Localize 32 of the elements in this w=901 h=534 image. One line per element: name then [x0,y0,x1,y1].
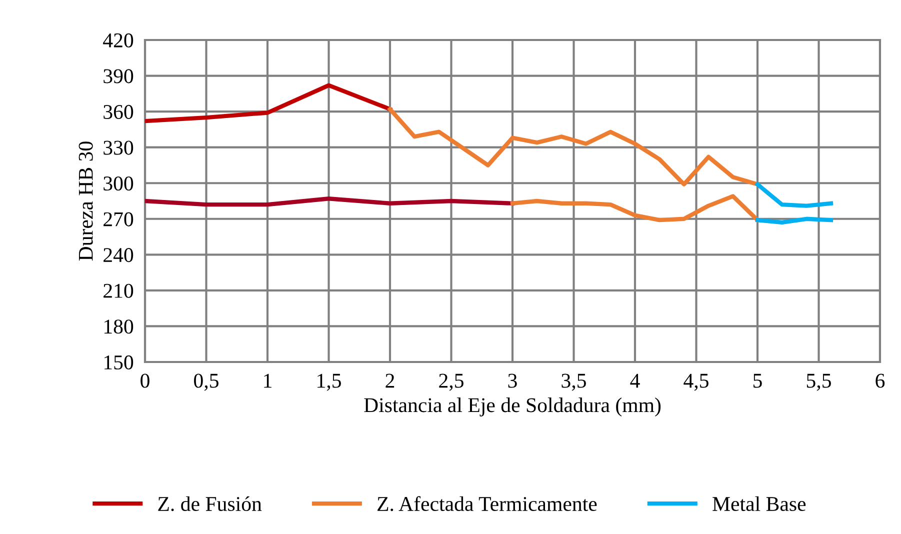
x-tick-label: 1 [264,374,272,388]
x-axis-title: Distancia al Eje de Soldadura (mm) [364,398,661,416]
y-tick-label: 150 [104,355,134,370]
line-series [755,182,834,208]
x-tick-label: 3,5 [562,374,586,391]
x-tick-label: 4,5 [684,374,708,391]
y-axis-title: Dureza HB 30 [78,142,93,261]
x-tick-label: 0 [140,374,150,388]
x-tick-label: 4 [630,374,640,388]
legend-label: Z. de Fusión [158,496,262,512]
legend-label: Metal Base [712,496,806,512]
y-tick-label: 390 [104,69,134,84]
line-series [388,107,760,186]
x-tick-label: 1,5 [318,374,341,391]
line-series [510,194,760,222]
y-tick-label: 330 [104,140,134,155]
y-tick-label: 210 [104,284,134,298]
x-tick-label: 6 [876,374,885,388]
y-tick-label: 360 [104,104,134,119]
x-tick-label: 3 [508,374,517,388]
y-tick-label: 300 [104,176,134,191]
y-tick-label: 240 [104,248,134,262]
x-tick-label: 5,5 [806,374,831,391]
legend-label: Z. Afectada Termicamente [378,496,597,512]
x-tick-label: 2,5 [439,374,464,391]
x-tick-label: 0,5 [194,374,218,391]
x-tick-label: 2 [386,374,394,388]
y-tick-label: 270 [104,212,134,226]
x-tick-label: 5 [754,374,762,388]
y-tick-label: 420 [103,33,134,48]
line-series [145,83,392,124]
y-tick-label: 180 [104,320,134,334]
